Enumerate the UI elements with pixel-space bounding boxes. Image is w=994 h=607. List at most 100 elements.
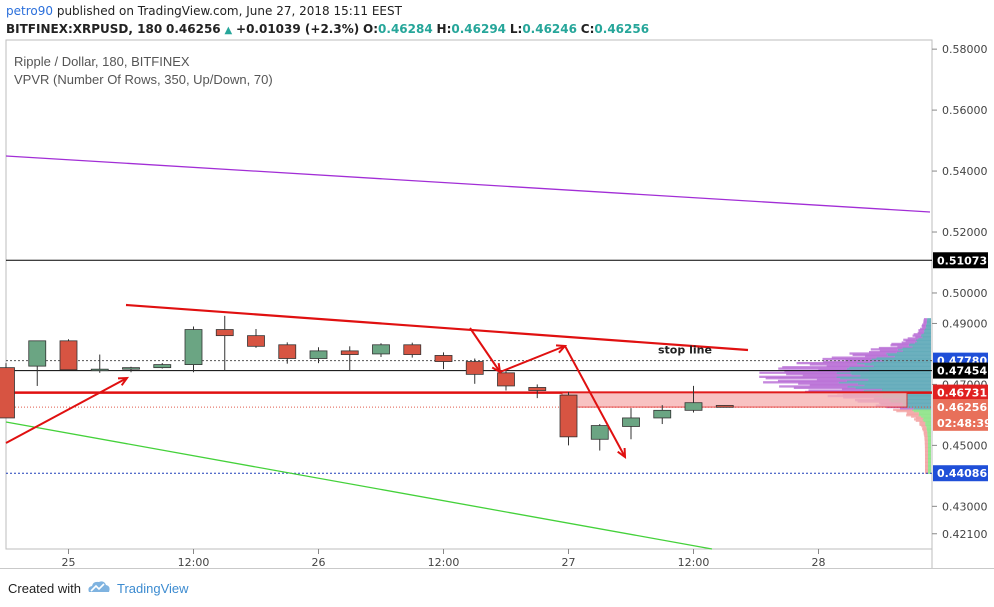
vp-row-up [908, 344, 931, 347]
open-value: 0.46284 [378, 22, 433, 36]
vp-row-down [891, 342, 910, 346]
vp-row-up [836, 371, 931, 374]
vp-row-up [927, 462, 931, 465]
vp-row-down [923, 322, 927, 325]
vp-row-down [897, 345, 913, 348]
vp-row-up [894, 355, 931, 358]
vp-row-down [763, 381, 839, 384]
arrow-head [617, 447, 627, 460]
candle-up [653, 409, 672, 419]
chart-pane[interactable] [5, 39, 933, 550]
vp-row-up [927, 437, 931, 440]
vp-row-down [924, 453, 928, 457]
vp-row-down [924, 442, 928, 446]
publish-info: published on TradingView.com, June 27, 2… [56, 4, 402, 18]
footer: Created with TradingView [0, 568, 994, 607]
candle-up [28, 340, 47, 367]
vp-row-up [926, 326, 931, 329]
vp-row-down [918, 329, 925, 332]
candles [0, 315, 734, 451]
vp-row-up [902, 401, 931, 405]
price-label-box [933, 414, 988, 431]
vp-row-up [925, 422, 931, 425]
vp-row-up [927, 471, 931, 475]
vp-row-down [923, 433, 928, 436]
author-link[interactable]: petro90 [6, 4, 53, 18]
candle-down [247, 335, 265, 347]
vp-row-up [927, 438, 931, 442]
vp-row-up [927, 431, 931, 435]
vp-row-down [922, 323, 927, 326]
vp-row-down [796, 361, 858, 365]
vp-row-down [906, 412, 919, 416]
vp-row-down [915, 335, 923, 339]
vp-row-up [923, 331, 931, 335]
vp-row-down [802, 374, 861, 377]
vp-row-up [926, 425, 931, 428]
vp-row-up [914, 341, 931, 344]
vp-row-down [779, 385, 848, 388]
price-label-box [933, 465, 988, 482]
y-tick-label: 0.50000 [942, 287, 988, 300]
vp-row-down [793, 386, 856, 389]
vp-row-up [927, 449, 931, 453]
tradingview-brand[interactable]: TradingView [117, 581, 189, 596]
vp-row-down [924, 466, 928, 469]
vp-row-down [831, 356, 877, 359]
vp-row-up [922, 418, 931, 421]
price-label-text: 0.51073 [937, 254, 987, 267]
vp-row-up [897, 348, 931, 351]
vp-row-down [845, 359, 884, 362]
vp-row-down [759, 371, 837, 374]
vp-row-down [809, 363, 865, 366]
vp-row-down [923, 430, 928, 433]
candle-down [340, 350, 359, 355]
vp-row-down [922, 429, 927, 432]
vp-row-down [924, 437, 928, 440]
vp-row-up [918, 411, 931, 414]
vp-row-up [855, 386, 931, 389]
x-tick-label: 12:00 [178, 556, 210, 568]
vp-row-up [927, 457, 931, 461]
price-chart[interactable]: stop line 0.58000 0.56000 0.54000 0.52000 0.… [0, 0, 994, 568]
price-labels: 0.510730.477800.474540.467310.4625602:48… [933, 252, 992, 482]
x-tick-label: 12:00 [428, 556, 460, 568]
vp-row-up [927, 470, 931, 473]
vp-row-up [917, 340, 931, 343]
vp-row-up [846, 367, 931, 370]
vp-row-down [890, 344, 909, 347]
price-label-text: 0.46256 [937, 401, 987, 414]
vp-row-up [927, 447, 931, 450]
vp-row-up [864, 363, 931, 366]
vp-row-down [816, 378, 869, 381]
vp-row-up [925, 324, 931, 328]
vp-row-up [927, 436, 931, 439]
vp-row-down [782, 366, 850, 369]
vp-row-down [922, 426, 927, 429]
vp-row-down [921, 425, 927, 428]
vp-row-down [841, 388, 883, 391]
time-axis[interactable]: 25 12:00 26 12:00 27 12:00 28 [62, 549, 826, 568]
candle-down [434, 355, 453, 362]
vp-row-down [915, 419, 924, 422]
candle-down [528, 387, 547, 391]
vp-row-up [927, 451, 931, 454]
candle-down [403, 344, 422, 355]
created-with-text: Created with [8, 581, 81, 596]
vp-row-down [919, 420, 926, 424]
vp-row-up [909, 342, 931, 346]
vp-row-down [822, 357, 872, 361]
vp-row-up [850, 370, 931, 373]
vp-row-down [865, 355, 895, 358]
vp-row-up [927, 468, 931, 472]
symbol-label: BITFINEX:XRPUSD, 180 [6, 22, 163, 36]
candle-up [90, 368, 109, 372]
last-price: 0.46256 [166, 22, 221, 36]
vp-row-down [924, 438, 928, 442]
vp-row-down [922, 326, 927, 329]
vp-row-up [918, 337, 931, 340]
vp-row-up [927, 456, 931, 459]
purple-trendline [5, 155, 931, 213]
chart-header: petro90 published on TradingView.com, Ju… [0, 0, 994, 40]
tradingview-cloud-icon[interactable] [86, 578, 112, 596]
